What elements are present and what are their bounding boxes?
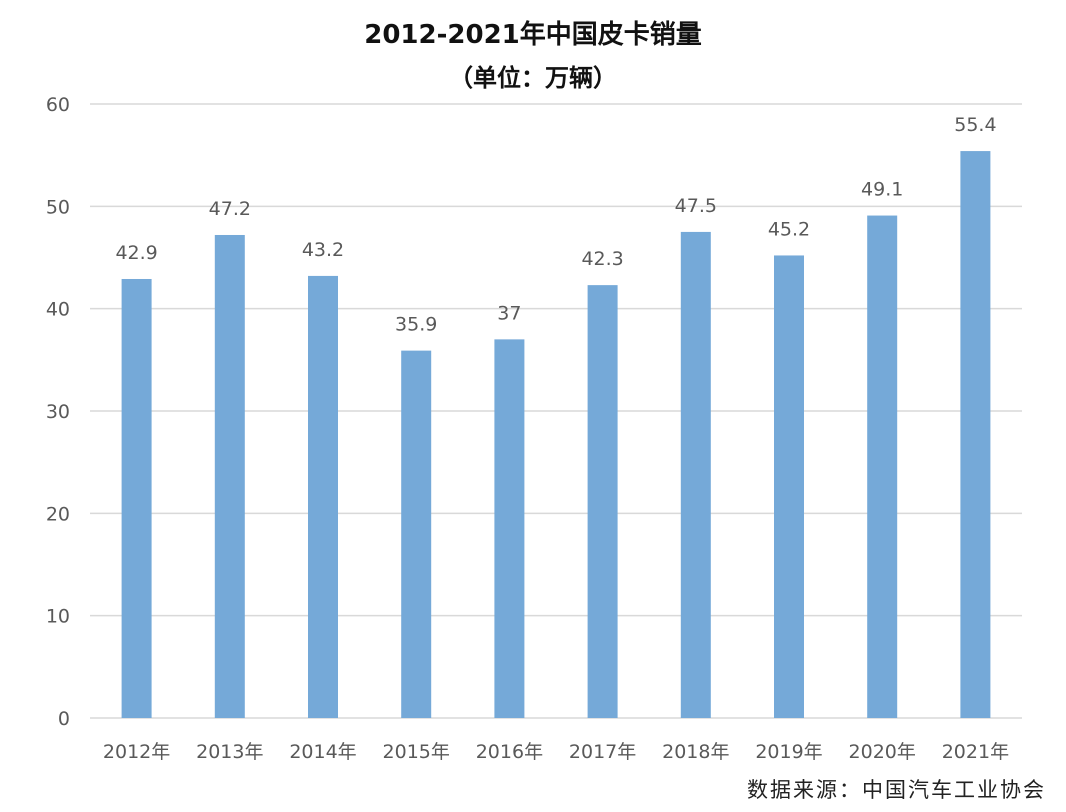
bar <box>214 234 245 718</box>
bar <box>121 278 152 718</box>
x-tick-label: 2013年 <box>196 741 263 763</box>
x-tick-label: 2017年 <box>569 741 636 763</box>
x-tick-label: 2020年 <box>849 741 916 763</box>
data-label: 45.2 <box>768 218 810 240</box>
data-label: 35.9 <box>395 314 437 336</box>
x-tick-label: 2014年 <box>289 741 356 763</box>
y-tick-label: 30 <box>46 401 70 423</box>
bar <box>867 215 898 718</box>
x-tick-label: 2021年 <box>942 741 1009 763</box>
data-label: 47.2 <box>209 198 251 220</box>
bar <box>587 285 618 718</box>
x-tick-label: 2016年 <box>476 741 543 763</box>
data-label: 37 <box>497 302 521 324</box>
y-tick-label: 10 <box>46 606 70 628</box>
data-label: 42.3 <box>581 248 623 270</box>
chart-title: 2012-2021年中国皮卡销量 <box>364 20 702 50</box>
x-tick-label: 2015年 <box>383 741 450 763</box>
bar <box>308 275 338 718</box>
y-tick-label: 20 <box>46 503 70 525</box>
y-tick-label: 0 <box>58 708 70 730</box>
data-label: 47.5 <box>675 195 717 217</box>
data-label: 49.1 <box>861 179 903 201</box>
y-tick-label: 50 <box>46 196 70 218</box>
bar <box>774 255 804 718</box>
data-label: 43.2 <box>302 239 344 261</box>
y-tick-label: 60 <box>46 94 70 116</box>
x-tick-label: 2019年 <box>755 741 822 763</box>
chart-subtitle: （单位：万辆） <box>449 64 617 92</box>
bar <box>960 151 991 718</box>
bar <box>494 339 525 718</box>
data-label: 55.4 <box>954 114 996 136</box>
x-tick-label: 2018年 <box>662 741 729 763</box>
bar <box>401 350 432 718</box>
y-tick-label: 40 <box>46 299 70 321</box>
x-tick-label: 2012年 <box>103 741 170 763</box>
data-source-note: 数据来源：中国汽车工业协会 <box>747 778 1046 802</box>
data-label: 42.9 <box>115 242 157 264</box>
bar <box>680 231 711 718</box>
